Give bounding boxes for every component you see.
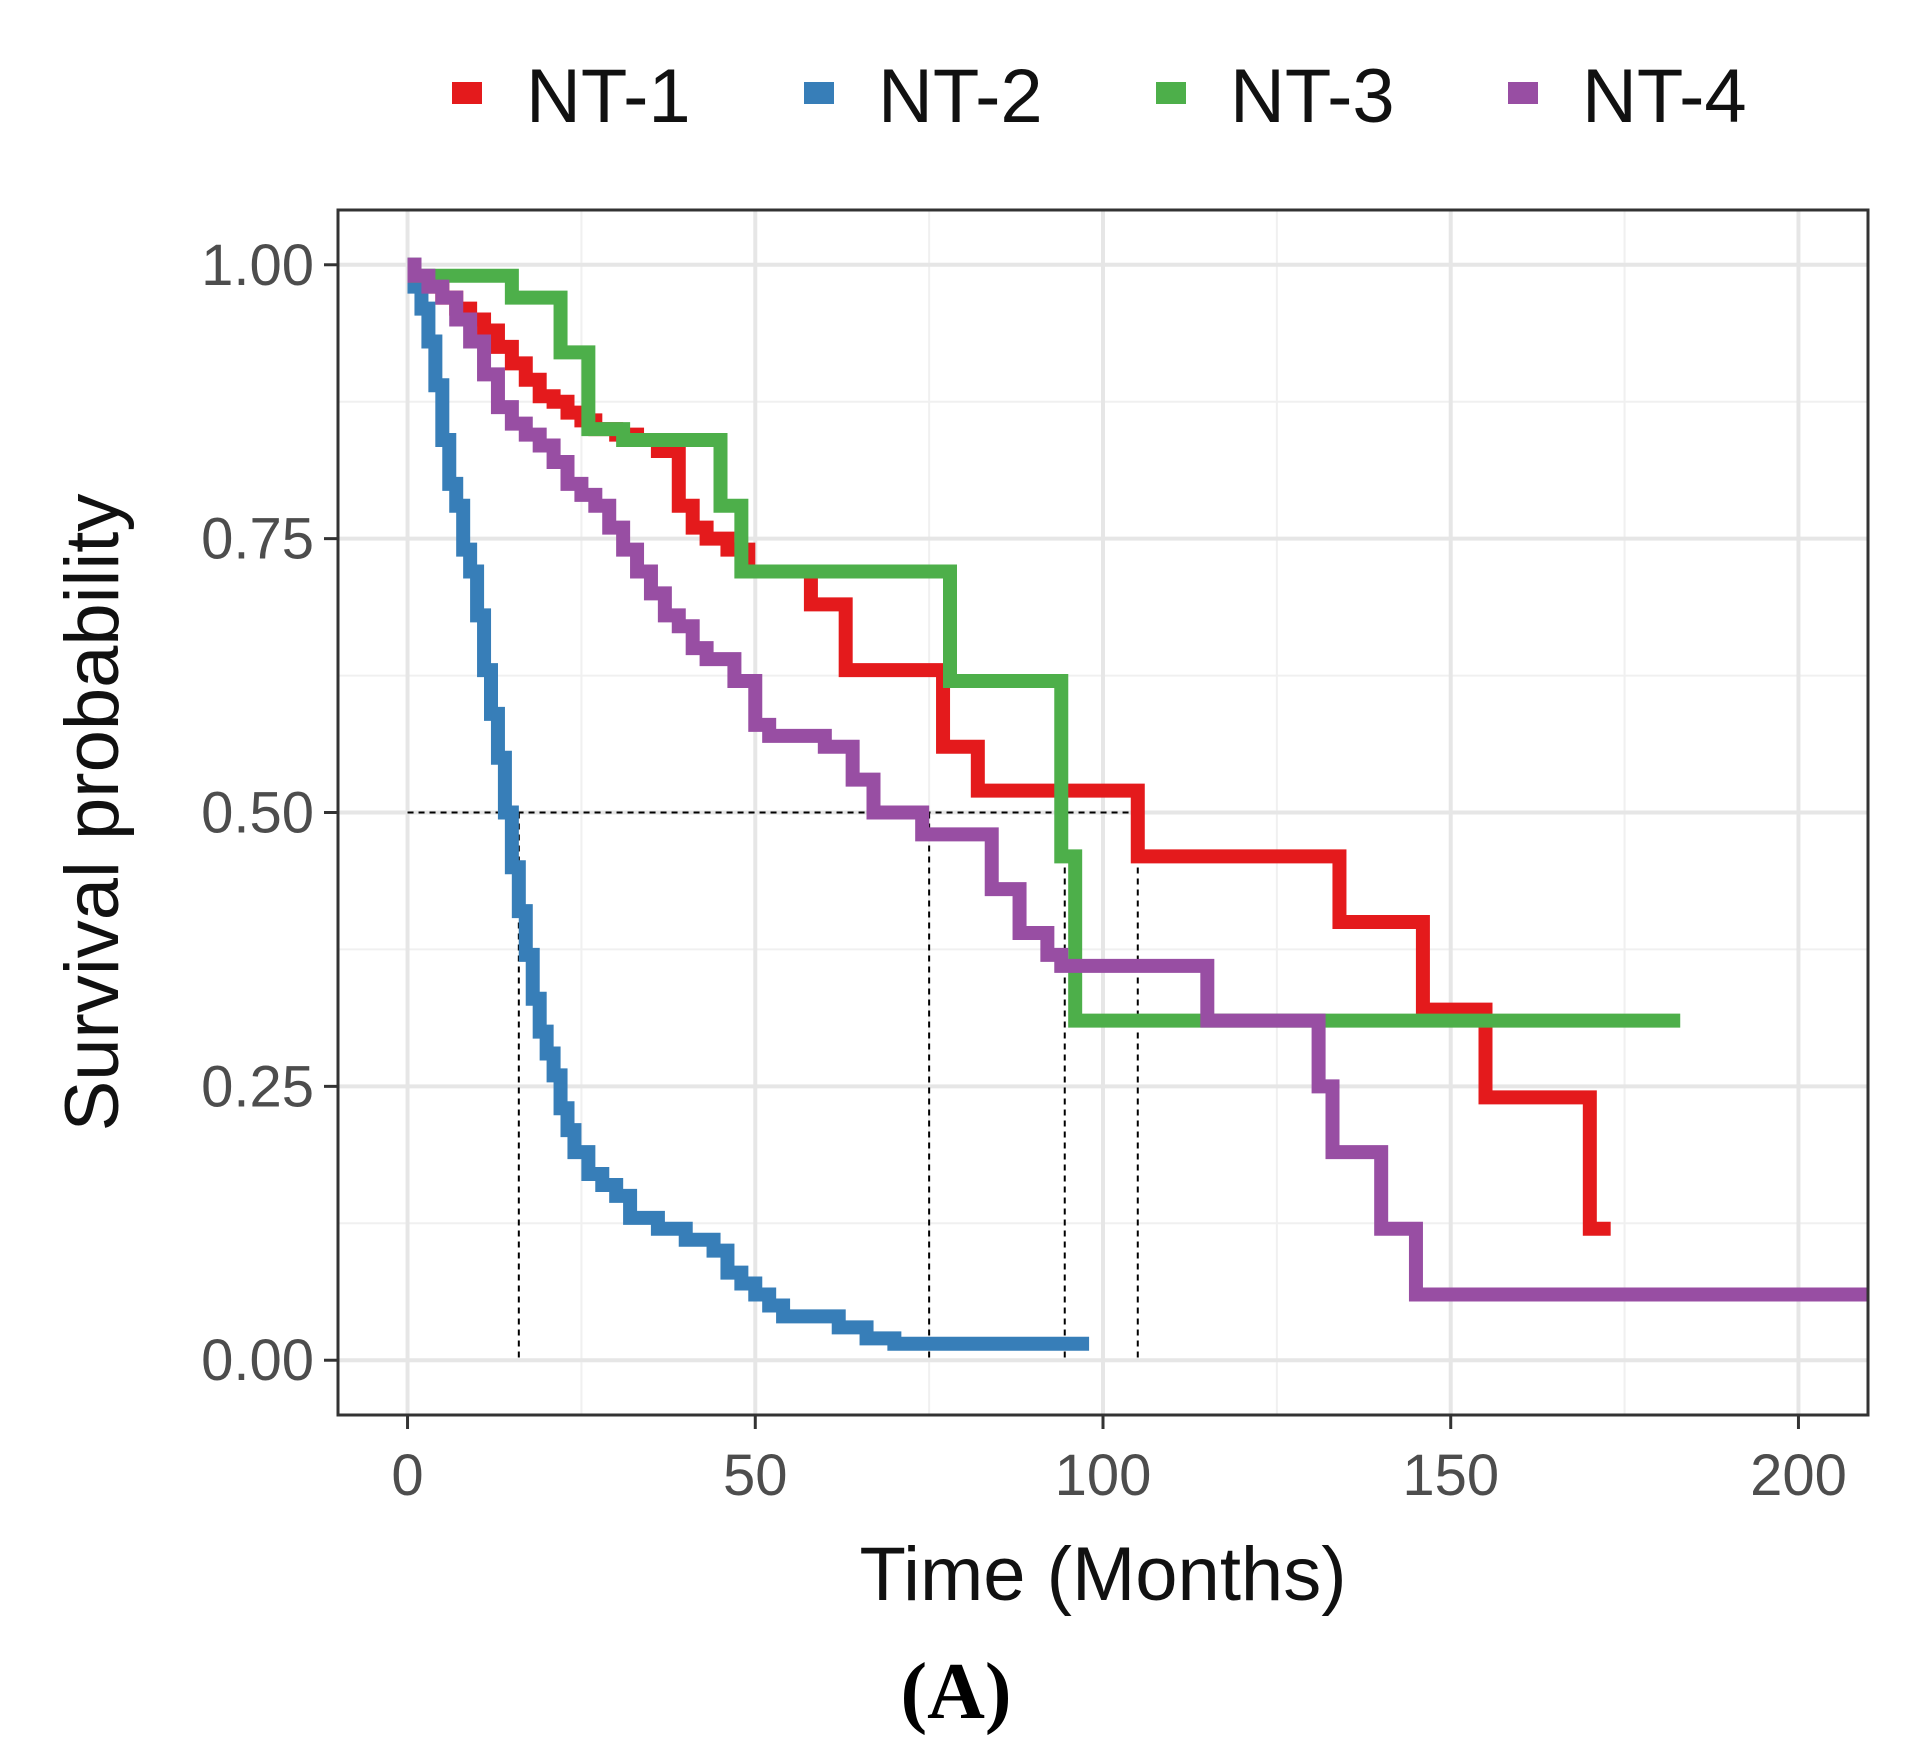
series-line-nt-4 bbox=[407, 257, 1868, 1302]
x-tick-label: 0 bbox=[391, 1443, 423, 1508]
y-tick-label: 0.50 bbox=[201, 781, 314, 846]
legend-label-nt-1: NT-1 bbox=[526, 54, 691, 139]
legend-label-nt-2: NT-2 bbox=[878, 54, 1043, 139]
y-tick-label: 0.75 bbox=[201, 507, 314, 572]
y-axis-title: Survival probability bbox=[50, 494, 135, 1132]
legend-label-nt-3: NT-3 bbox=[1230, 54, 1395, 139]
x-tick-label: 100 bbox=[1055, 1443, 1152, 1508]
x-tick-label: 150 bbox=[1402, 1443, 1499, 1508]
series-line-nt-1 bbox=[407, 257, 1611, 1236]
legend-label-nt-4: NT-4 bbox=[1582, 54, 1747, 139]
legend-key-nt-3 bbox=[1156, 82, 1186, 104]
legend: NT-1 NT-2 NT-3 NT-4 bbox=[452, 54, 1747, 139]
x-tick-label: 200 bbox=[1750, 1443, 1847, 1508]
series-lines bbox=[407, 257, 1868, 1351]
legend-key-nt-4 bbox=[1508, 82, 1538, 104]
legend-key-nt-1 bbox=[452, 82, 482, 104]
legend-key-nt-2 bbox=[804, 82, 834, 104]
y-tick-label: 1.00 bbox=[201, 233, 314, 298]
y-tick-label: 0.25 bbox=[201, 1054, 314, 1119]
panel-label: (A) bbox=[900, 1648, 1011, 1736]
y-tick-label: 0.00 bbox=[201, 1328, 314, 1393]
axis-ticks: 0 50 100 150 200 0.00 0.25 0.50 0.75 1.00 bbox=[201, 233, 1847, 1508]
series-line-nt-2 bbox=[407, 257, 1090, 1351]
x-axis-title: Time (Months) bbox=[859, 1532, 1346, 1617]
series-line-nt-3 bbox=[407, 268, 1681, 1028]
x-tick-label: 50 bbox=[723, 1443, 788, 1508]
